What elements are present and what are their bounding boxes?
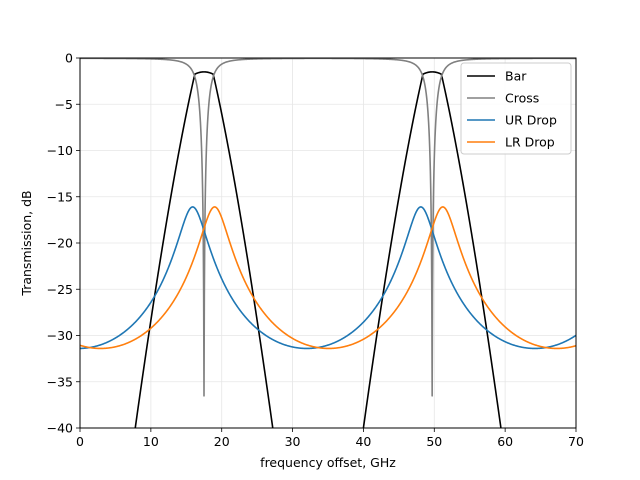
series-line-ur-drop <box>80 206 576 350</box>
y-tick-label: −5 <box>55 97 73 112</box>
y-tick-label: 0 <box>65 51 73 66</box>
y-tick-label: −20 <box>47 236 73 251</box>
x-tick-label: 40 <box>355 434 371 449</box>
x-tick-label: 10 <box>143 434 159 449</box>
x-axis-label: frequency offset, GHz <box>260 455 396 470</box>
legend: Bar Cross UR Drop LR Drop <box>460 62 572 155</box>
y-tick-label: −30 <box>47 328 73 343</box>
x-axis-ticks: 0 10 20 30 40 50 60 70 <box>76 428 584 449</box>
x-tick-label: 20 <box>214 434 230 449</box>
legend-label: LR Drop <box>505 135 555 150</box>
y-tick-label: −35 <box>47 374 73 389</box>
legend-box <box>460 62 572 155</box>
legend-label: Bar <box>505 69 527 84</box>
x-tick-label: 30 <box>285 434 301 449</box>
series-line-bar <box>134 71 502 428</box>
y-axis-ticks: 0 −5 −10 −15 −20 −25 −30 −35 −40 <box>47 51 80 436</box>
y-tick-label: −40 <box>47 421 73 436</box>
y-tick-label: −25 <box>47 282 73 297</box>
series-line-lr-drop <box>80 206 576 350</box>
y-tick-label: −15 <box>47 189 73 204</box>
legend-label: Cross <box>505 91 539 106</box>
x-tick-label: 70 <box>568 434 584 449</box>
x-tick-label: 0 <box>76 434 84 449</box>
y-tick-label: −10 <box>47 143 73 158</box>
x-tick-label: 60 <box>497 434 513 449</box>
legend-label: UR Drop <box>505 113 557 128</box>
x-tick-label: 50 <box>426 434 442 449</box>
y-axis-label: Transmission, dB <box>19 190 34 296</box>
